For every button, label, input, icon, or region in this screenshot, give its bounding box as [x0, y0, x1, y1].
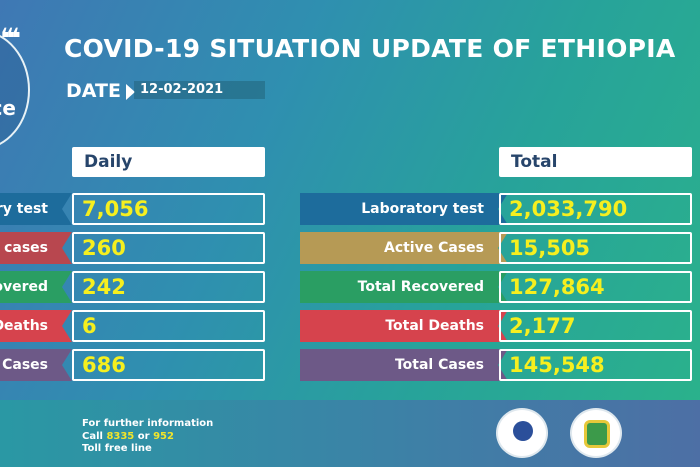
total-value-0: 2,033,790 [499, 193, 692, 225]
total-value-4: 145,548 [499, 349, 692, 381]
daily-header: Daily [72, 147, 265, 177]
badge-text: ce [0, 96, 16, 120]
phone-952: 952 [153, 430, 174, 442]
total-label-4: Total Cases [300, 349, 508, 381]
daily-value-2: 242 [72, 271, 265, 303]
toll-free-text: Toll free line [82, 443, 152, 454]
contact-line: For further information [82, 418, 214, 429]
daily-value-1: 260 [72, 232, 265, 264]
or-text: or [137, 430, 150, 442]
total-value-2: 127,864 [499, 271, 692, 303]
total-value-1: 15,505 [499, 232, 692, 264]
total-label-3: Total Deaths [300, 310, 508, 342]
total-value-3: 2,177 [499, 310, 692, 342]
badge-logo: ce [0, 30, 30, 150]
daily-label-2: overed [0, 271, 72, 303]
total-label-0: Laboratory test [300, 193, 508, 225]
daily-value-4: 686 [72, 349, 265, 381]
ephi-logo [496, 408, 548, 458]
contact-info: For further information Call 8335 or 952… [82, 418, 213, 456]
daily-value-3: 6 [72, 310, 265, 342]
page-title: COVID-19 SITUATION UPDATE OF ETHIOPIA [64, 34, 676, 63]
call-text: Call [82, 430, 103, 442]
daily-label-1: e cases [0, 232, 72, 264]
daily-label-0: ry test [0, 193, 72, 225]
daily-label-3: Deaths [0, 310, 72, 342]
moh-logo [570, 408, 622, 458]
date-value: 12-02-2021 [134, 81, 265, 99]
total-header: Total [499, 147, 692, 177]
phone-8335: 8335 [106, 430, 135, 442]
daily-value-0: 7,056 [72, 193, 265, 225]
date-label: DATE [66, 80, 121, 102]
total-label-2: Total Recovered [300, 271, 508, 303]
arrow-icon [126, 84, 135, 100]
daily-label-4: v Cases [0, 349, 72, 381]
total-label-1: Active Cases [300, 232, 508, 264]
